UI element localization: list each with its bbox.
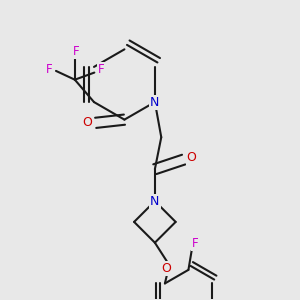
Text: O: O xyxy=(187,152,196,164)
Text: F: F xyxy=(191,237,198,250)
Text: N: N xyxy=(150,195,160,208)
Text: O: O xyxy=(83,116,93,129)
Text: O: O xyxy=(161,262,171,275)
Text: N: N xyxy=(150,96,160,109)
Text: F: F xyxy=(98,63,105,76)
Text: F: F xyxy=(46,63,53,76)
Text: F: F xyxy=(73,45,80,58)
